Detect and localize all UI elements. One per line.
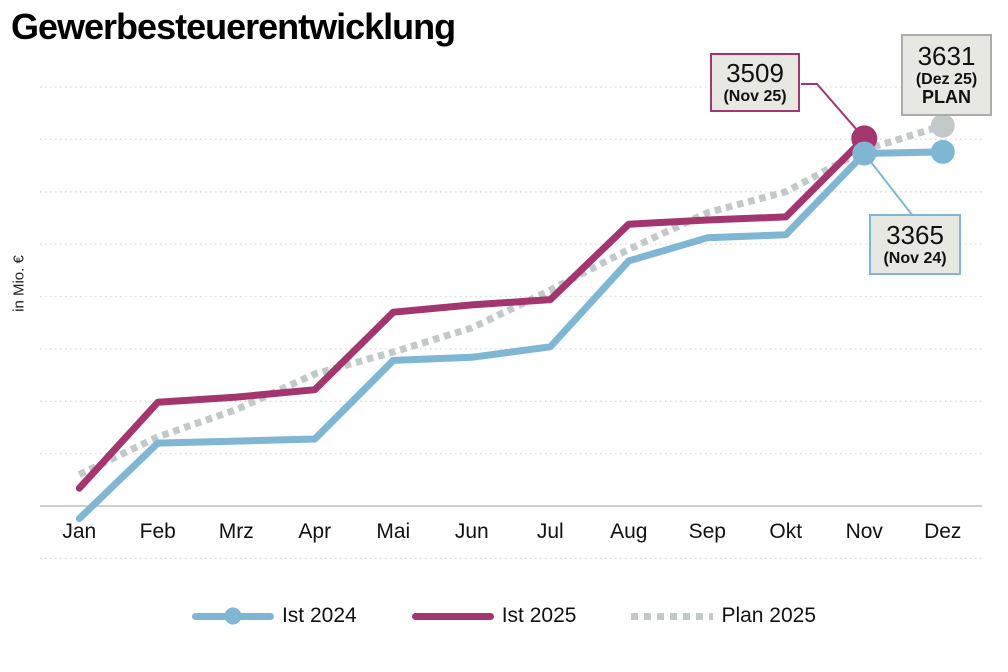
legend-label-ist-2024: Ist 2024 — [281, 604, 357, 627]
annotation-nov25-value: 3509 — [726, 58, 784, 89]
legend-swatch-ist-2024-line-icon — [191, 607, 274, 625]
series-line-plan-2025 — [77, 122, 944, 478]
series-line-ist-2025 — [75, 134, 868, 492]
chart-title: Gewerbesteuerentwicklung — [11, 6, 456, 47]
annotation-nov25: 3509 (Nov 25) — [710, 53, 800, 112]
data-point-plan-2025-dez — [930, 113, 955, 138]
data-point-ist-2024-dez — [930, 139, 955, 164]
annotation-nov24-note: (Nov 24) — [883, 250, 947, 267]
annotation-dez25-plan-label: PLAN — [922, 87, 971, 108]
x-axis-label-jun: Jun — [454, 520, 489, 543]
x-axis-label-apr: Apr — [298, 520, 332, 543]
annotation-connector-nov24 — [863, 152, 914, 217]
series-line-ist-2024 — [75, 148, 947, 523]
annotation-dez25-value: 3631 — [917, 41, 976, 71]
x-axis-label-jan: Jan — [62, 520, 97, 543]
legend-item-ist-2024: Ist 2024 — [191, 604, 357, 628]
x-axis-label-jul: Jul — [536, 520, 564, 543]
legend-swatch-ist-2024-dot-icon — [224, 607, 242, 625]
legend-item-plan-2025: Plan 2025 — [631, 604, 816, 628]
legend-label-plan-2025: Plan 2025 — [721, 604, 817, 627]
annotation-connector-nov25 — [801, 83, 866, 140]
x-axis-label-mrz: Mrz — [218, 520, 254, 543]
chart-legend: Ist 2024 Ist 2025 Plan 2025 — [0, 604, 1008, 628]
annotation-nov24: 3365 (Nov 24) — [869, 214, 961, 275]
legend-item-ist-2025: Ist 2025 — [411, 604, 577, 628]
legend-label-ist-2025: Ist 2025 — [501, 604, 577, 627]
data-point-ist-2024-nov — [852, 141, 877, 166]
annotation-dez25-note: (Dez 25) — [915, 70, 978, 88]
annotation-nov24-value: 3365 — [886, 220, 944, 251]
x-axis-label-okt: Okt — [769, 520, 803, 543]
annotation-nov25-note: (Nov 25) — [723, 88, 787, 105]
x-axis-label-sep: Sep — [688, 520, 726, 543]
legend-swatch-plan-2025-dotted-icon — [631, 612, 714, 620]
x-axis-label-nov: Nov — [845, 520, 883, 543]
legend-swatch-ist-2025-line-icon — [411, 612, 494, 620]
x-axis-label-mai: Mai — [376, 520, 411, 543]
x-axis-label-feb: Feb — [139, 520, 176, 543]
x-axis-label-dez: Dez — [924, 520, 962, 543]
annotation-dez25-plan: 3631 (Dez 25) PLAN — [901, 34, 992, 116]
x-axis-label-aug: Aug — [610, 520, 648, 543]
